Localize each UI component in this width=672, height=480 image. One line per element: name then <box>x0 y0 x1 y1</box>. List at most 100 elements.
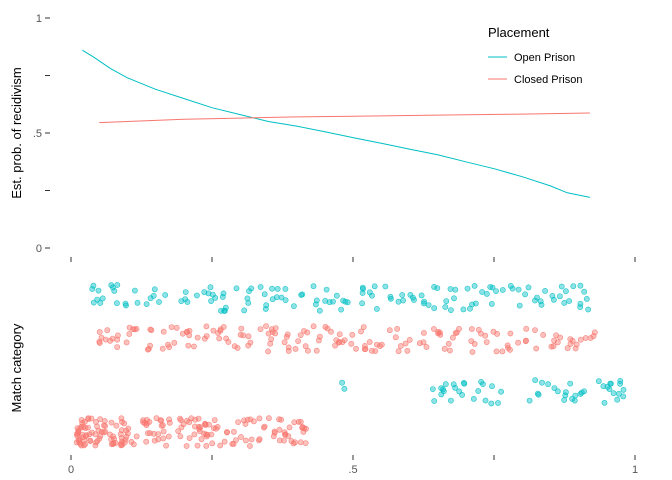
scatter-point <box>567 380 574 387</box>
scatter-point <box>475 388 482 394</box>
scatter-point <box>160 435 167 442</box>
scatter-point <box>471 340 478 347</box>
scatter-point <box>143 301 150 307</box>
scatter-point <box>386 327 393 334</box>
scatter-point <box>126 324 133 331</box>
scatter-point <box>158 422 165 429</box>
scatter-point <box>359 300 365 307</box>
scatter-point <box>212 294 219 301</box>
scatter-point <box>178 298 185 304</box>
scatter-point <box>131 287 138 294</box>
scatter-point <box>143 438 150 445</box>
scatter-point <box>522 291 528 298</box>
scatter-point <box>180 421 187 428</box>
scatter-point <box>114 300 120 307</box>
scatter-point <box>620 393 627 400</box>
scatter-point <box>395 298 402 305</box>
scatter-point <box>89 286 96 292</box>
scatter-point <box>336 331 343 338</box>
scatter-point <box>210 425 217 431</box>
scatter-point <box>114 344 121 350</box>
legend-title: Placement <box>488 25 550 40</box>
scatter-point <box>165 433 172 440</box>
scatter-point <box>148 327 155 334</box>
scatter-point <box>420 329 427 336</box>
scatter-point <box>238 325 245 332</box>
scatter-point <box>577 336 584 343</box>
scatter-point <box>126 331 133 337</box>
scatter-point <box>245 333 252 340</box>
scatter-point <box>304 329 311 336</box>
scatter-point <box>278 416 284 423</box>
scatter-point <box>107 431 113 438</box>
scatter-point <box>156 299 162 305</box>
scatter-point <box>587 335 594 341</box>
scatter-point <box>230 428 237 435</box>
scatter-point <box>577 282 584 289</box>
scatter-point <box>341 385 348 392</box>
scatter-point <box>175 428 182 434</box>
scatter-point <box>234 345 241 351</box>
scatter-point <box>108 419 115 426</box>
scatter-point <box>583 295 590 302</box>
scatter-point <box>499 287 506 293</box>
scatter-point <box>566 298 572 304</box>
scatter-point <box>94 296 101 303</box>
scatter-point <box>614 396 621 403</box>
scatter-point <box>532 377 539 384</box>
scatter-point <box>421 298 427 305</box>
legend-items: Open Prison Closed Prison <box>488 52 582 86</box>
scatter-point <box>348 340 355 347</box>
scatter-point <box>297 439 304 446</box>
scatter-point <box>620 386 627 393</box>
scatter-point <box>564 345 571 352</box>
scatter-point <box>118 442 124 449</box>
scatter-point <box>245 299 252 306</box>
scatter-point <box>607 380 614 387</box>
scatter-point <box>225 339 232 345</box>
scatter-point <box>551 296 557 303</box>
scatter-point <box>550 343 557 350</box>
legend-label: Closed Prison <box>514 74 582 86</box>
scatter-point <box>96 329 103 335</box>
scatter-point <box>360 324 367 330</box>
scatter-point <box>123 302 129 309</box>
scatter-point <box>431 398 438 404</box>
scatter-point <box>122 436 129 443</box>
scatter-point <box>540 331 547 338</box>
scatter-point <box>263 323 269 329</box>
scatter-point <box>117 431 124 438</box>
scatter-points-layer <box>73 282 627 449</box>
scatter-point <box>269 285 275 292</box>
scatter-point <box>532 327 538 333</box>
top-panel: 0.51 Est. prob. of recidivism <box>9 13 590 255</box>
scatter-point <box>499 348 506 355</box>
scatter-point <box>456 388 463 395</box>
scatter-point <box>119 418 125 425</box>
scatter-point <box>316 307 323 314</box>
scatter-point <box>123 339 130 346</box>
scatter-point <box>110 440 117 447</box>
scatter-point <box>88 415 95 422</box>
scatter-point <box>569 337 576 344</box>
scatter-point <box>515 339 521 346</box>
scatter-point <box>92 442 99 449</box>
scatter-point <box>276 426 283 433</box>
scatter-point <box>186 435 193 441</box>
scatter-point <box>573 341 580 348</box>
scatter-point <box>203 431 209 438</box>
scatter-point <box>447 397 454 404</box>
scatter-point <box>186 327 193 334</box>
bottom-x-tick-label: 1 <box>632 464 638 476</box>
scatter-point <box>150 430 157 437</box>
scatter-point <box>173 324 180 331</box>
scatter-point <box>244 295 251 302</box>
scatter-point <box>83 432 90 439</box>
scatter-point <box>190 343 197 350</box>
scatter-point <box>216 335 223 342</box>
scatter-point <box>282 285 289 292</box>
top-y-axis: 0.51 <box>33 13 50 255</box>
scatter-point <box>328 328 334 335</box>
scatter-point <box>92 431 99 438</box>
scatter-point <box>183 443 190 449</box>
